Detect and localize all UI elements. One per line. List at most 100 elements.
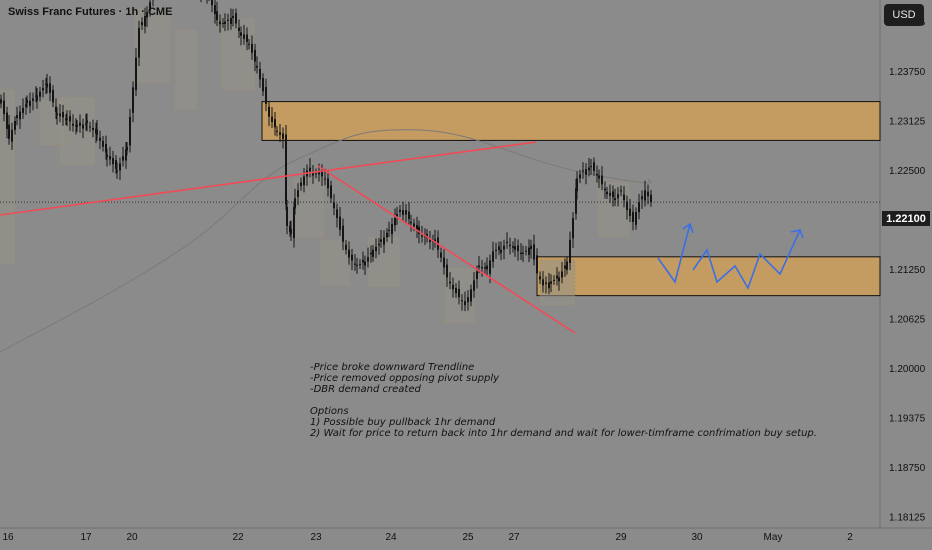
candle-body (276, 130, 278, 132)
candle-body (109, 156, 111, 160)
candle-body (461, 300, 463, 302)
candle-body (135, 57, 137, 91)
candle-body (79, 122, 81, 126)
price-tick-label: 1.23125 (889, 117, 926, 128)
candle-body (500, 249, 502, 253)
candle-body (383, 237, 385, 245)
candle-body (503, 245, 505, 250)
candle-body (230, 18, 232, 24)
candle-body (285, 134, 287, 205)
candle-body (339, 216, 341, 230)
chart-title: Swiss Franc Futures · 1h · CME (8, 6, 173, 18)
candle-body (62, 111, 64, 118)
note-line: 1) Possible buy pullback 1hr demand (310, 417, 496, 428)
candle-body (506, 241, 508, 243)
candle-body (66, 118, 68, 120)
candle-body (115, 159, 117, 169)
candle-body (246, 34, 248, 42)
candle-body (464, 301, 466, 306)
price-tick-label: 1.20000 (889, 364, 926, 375)
candle-body (46, 83, 48, 88)
candle-body (336, 209, 338, 219)
candle-body (286, 207, 288, 226)
candle-body (362, 259, 364, 263)
candle-body (650, 194, 652, 203)
candle-body (327, 178, 329, 189)
candle-body (550, 281, 552, 284)
projection-path-2 (692, 229, 801, 290)
candle-body (297, 190, 299, 197)
pattern-box (174, 29, 198, 111)
candle-body (509, 244, 511, 247)
candle-body (211, 0, 213, 6)
candle-body (86, 120, 88, 123)
candle-body (125, 149, 127, 161)
candle-body (76, 124, 78, 127)
candle-body (265, 87, 267, 104)
candle-body (617, 194, 619, 199)
candle-body (309, 167, 311, 172)
candle-body (119, 163, 121, 171)
time-tick-label: 30 (691, 532, 703, 543)
candle-body (372, 249, 374, 257)
time-tick-label: 17 (80, 532, 92, 543)
candle-body (238, 27, 240, 31)
candle-body (644, 190, 646, 201)
candle-body (495, 249, 497, 251)
candle-body (69, 116, 71, 122)
candle-body (303, 176, 305, 186)
candle-body (240, 32, 242, 36)
candle-body (251, 43, 253, 53)
time-tick-label: 20 (126, 532, 138, 543)
candle-body (492, 251, 494, 262)
candle-body (324, 178, 326, 180)
candle-body (330, 185, 332, 199)
time-tick-label: 22 (232, 532, 244, 543)
candle-body (294, 198, 296, 209)
candle-body (593, 162, 595, 171)
candle-body (59, 113, 61, 117)
rising-trendline (0, 141, 537, 216)
candle-body (416, 225, 418, 231)
candle-body (623, 194, 625, 201)
candle-body (614, 198, 616, 201)
candle-body (271, 116, 273, 122)
note-line: Options (310, 406, 349, 417)
candle-body (530, 245, 532, 250)
candle-body (312, 172, 314, 176)
price-tick-label: 1.18750 (889, 463, 926, 474)
candle-body (243, 34, 245, 39)
candle-body (455, 287, 457, 294)
candle-body (99, 137, 101, 141)
candle-body (396, 214, 398, 217)
candle-body (596, 173, 598, 176)
candle-body (214, 5, 216, 15)
candle-body (356, 264, 358, 266)
candle-body (410, 221, 412, 224)
analysis-note: -Price broke downward Trendline -Price r… (310, 362, 817, 439)
candle-body (8, 124, 10, 139)
price-tick-label: 1.19375 (889, 414, 926, 425)
candle-body (458, 288, 460, 298)
candle-body (32, 98, 34, 101)
moving-average-line (0, 129, 652, 353)
candle-body (399, 209, 401, 213)
time-tick-label: 27 (508, 532, 520, 543)
candle-body (144, 16, 146, 27)
candle-body (564, 265, 566, 269)
currency-button[interactable]: USD (884, 4, 924, 26)
candle-body (484, 267, 486, 269)
candle-body (612, 191, 614, 198)
projection-path-1 (657, 223, 691, 284)
candle-body (572, 218, 574, 239)
candle-body (446, 264, 448, 278)
candle-body (582, 170, 584, 172)
candle-body (42, 88, 44, 91)
candle-body (254, 49, 256, 62)
candle-body (227, 19, 229, 22)
candle-body (556, 275, 558, 279)
candle-body (16, 115, 18, 119)
price-tick-label: 1.23750 (889, 67, 926, 78)
